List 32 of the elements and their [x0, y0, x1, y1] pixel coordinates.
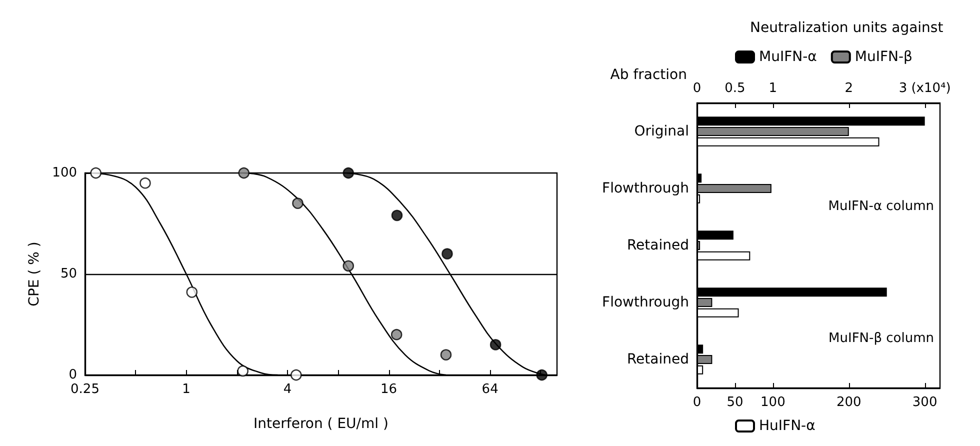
- y-tick-label: 0: [68, 368, 77, 382]
- x2-tick-label: 3 (x10⁴): [898, 81, 951, 96]
- x-tick-label: 16: [380, 382, 398, 397]
- y-tick-label: 100: [52, 166, 77, 180]
- x-axis-title: Interferon ( EU/ml ): [254, 416, 388, 432]
- x-tick-label: 200: [836, 395, 862, 410]
- y-axis-title: Ab fraction: [610, 67, 687, 84]
- y-axis-title: CPE ( % ): [26, 242, 42, 306]
- x-tick-label: 100: [760, 395, 786, 410]
- x-tick-label: 0.25: [70, 382, 100, 397]
- annotation: MuIFN-β column: [828, 331, 934, 346]
- y-tick-label: 50: [60, 266, 77, 282]
- x2-tick-label: 0.5: [724, 81, 746, 96]
- x2-tick-label: 0: [692, 81, 702, 96]
- y-tick-label: Retained: [626, 352, 689, 368]
- x-tick-label: 4: [283, 382, 292, 397]
- legend-label: MuIFN-α: [759, 49, 817, 65]
- legend-label: HuIFN-α: [759, 418, 816, 434]
- y-tick-label: Flowthrough: [602, 180, 689, 196]
- legend-label: MuIFN-β: [854, 49, 912, 65]
- x2-tick-label: 2: [844, 81, 854, 96]
- x2-tick-label: 1: [768, 81, 778, 96]
- y-tick-label: Retained: [626, 238, 689, 254]
- x-tick-label: 64: [482, 382, 498, 397]
- x-tick-label: 0: [692, 395, 702, 410]
- x-tick-label: 1: [182, 382, 190, 397]
- x-tick-label: 300: [912, 395, 938, 410]
- legend-title: Neutralization units against: [750, 20, 944, 36]
- y-tick-label: Flowthrough: [602, 294, 689, 310]
- y-tick-label: Original: [634, 124, 689, 140]
- annotation: MuIFN-α column: [828, 199, 934, 214]
- x-tick-label: 50: [726, 395, 744, 410]
